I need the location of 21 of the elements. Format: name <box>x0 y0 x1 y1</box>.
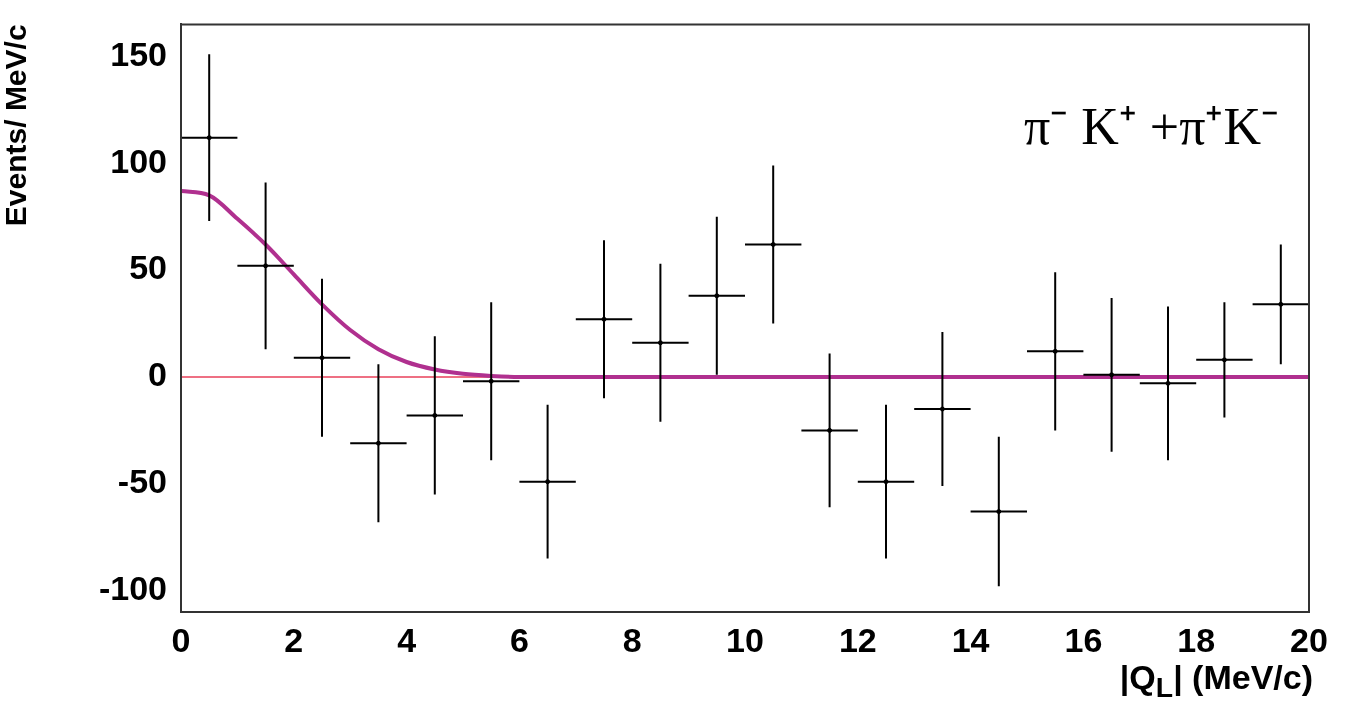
x-tick-label: 18 <box>1177 620 1216 659</box>
x-tick-label: 16 <box>1064 620 1103 659</box>
line-series <box>181 189 1309 379</box>
x-tick-label: 12 <box>838 620 877 659</box>
annotation: π⁻ K⁺ +π⁺K⁻ <box>1024 98 1279 156</box>
x-tick-label: 0 <box>171 620 191 659</box>
y-tick-label: 150 <box>110 34 167 73</box>
y-tick-label: -100 <box>98 569 167 608</box>
y-tick-label: -50 <box>117 462 167 501</box>
y-tick-label: 50 <box>129 248 167 287</box>
y-axis-title: Events/ MeV/c <box>0 24 33 227</box>
x-tick-label: 10 <box>726 620 764 659</box>
y-tick-label: 100 <box>110 141 167 180</box>
x-tick-label: 14 <box>951 620 990 659</box>
x-tick-label: 8 <box>622 620 642 659</box>
x-tick-label: 2 <box>284 620 304 659</box>
x-tick-label: 4 <box>397 620 417 659</box>
x-tick-label: 20 <box>1290 620 1328 659</box>
y-tick-label: 0 <box>148 355 167 394</box>
x-tick-label: 6 <box>509 620 529 659</box>
x-axis-title: |Q$_{L}$| (MeV/c) <box>1119 658 1313 704</box>
